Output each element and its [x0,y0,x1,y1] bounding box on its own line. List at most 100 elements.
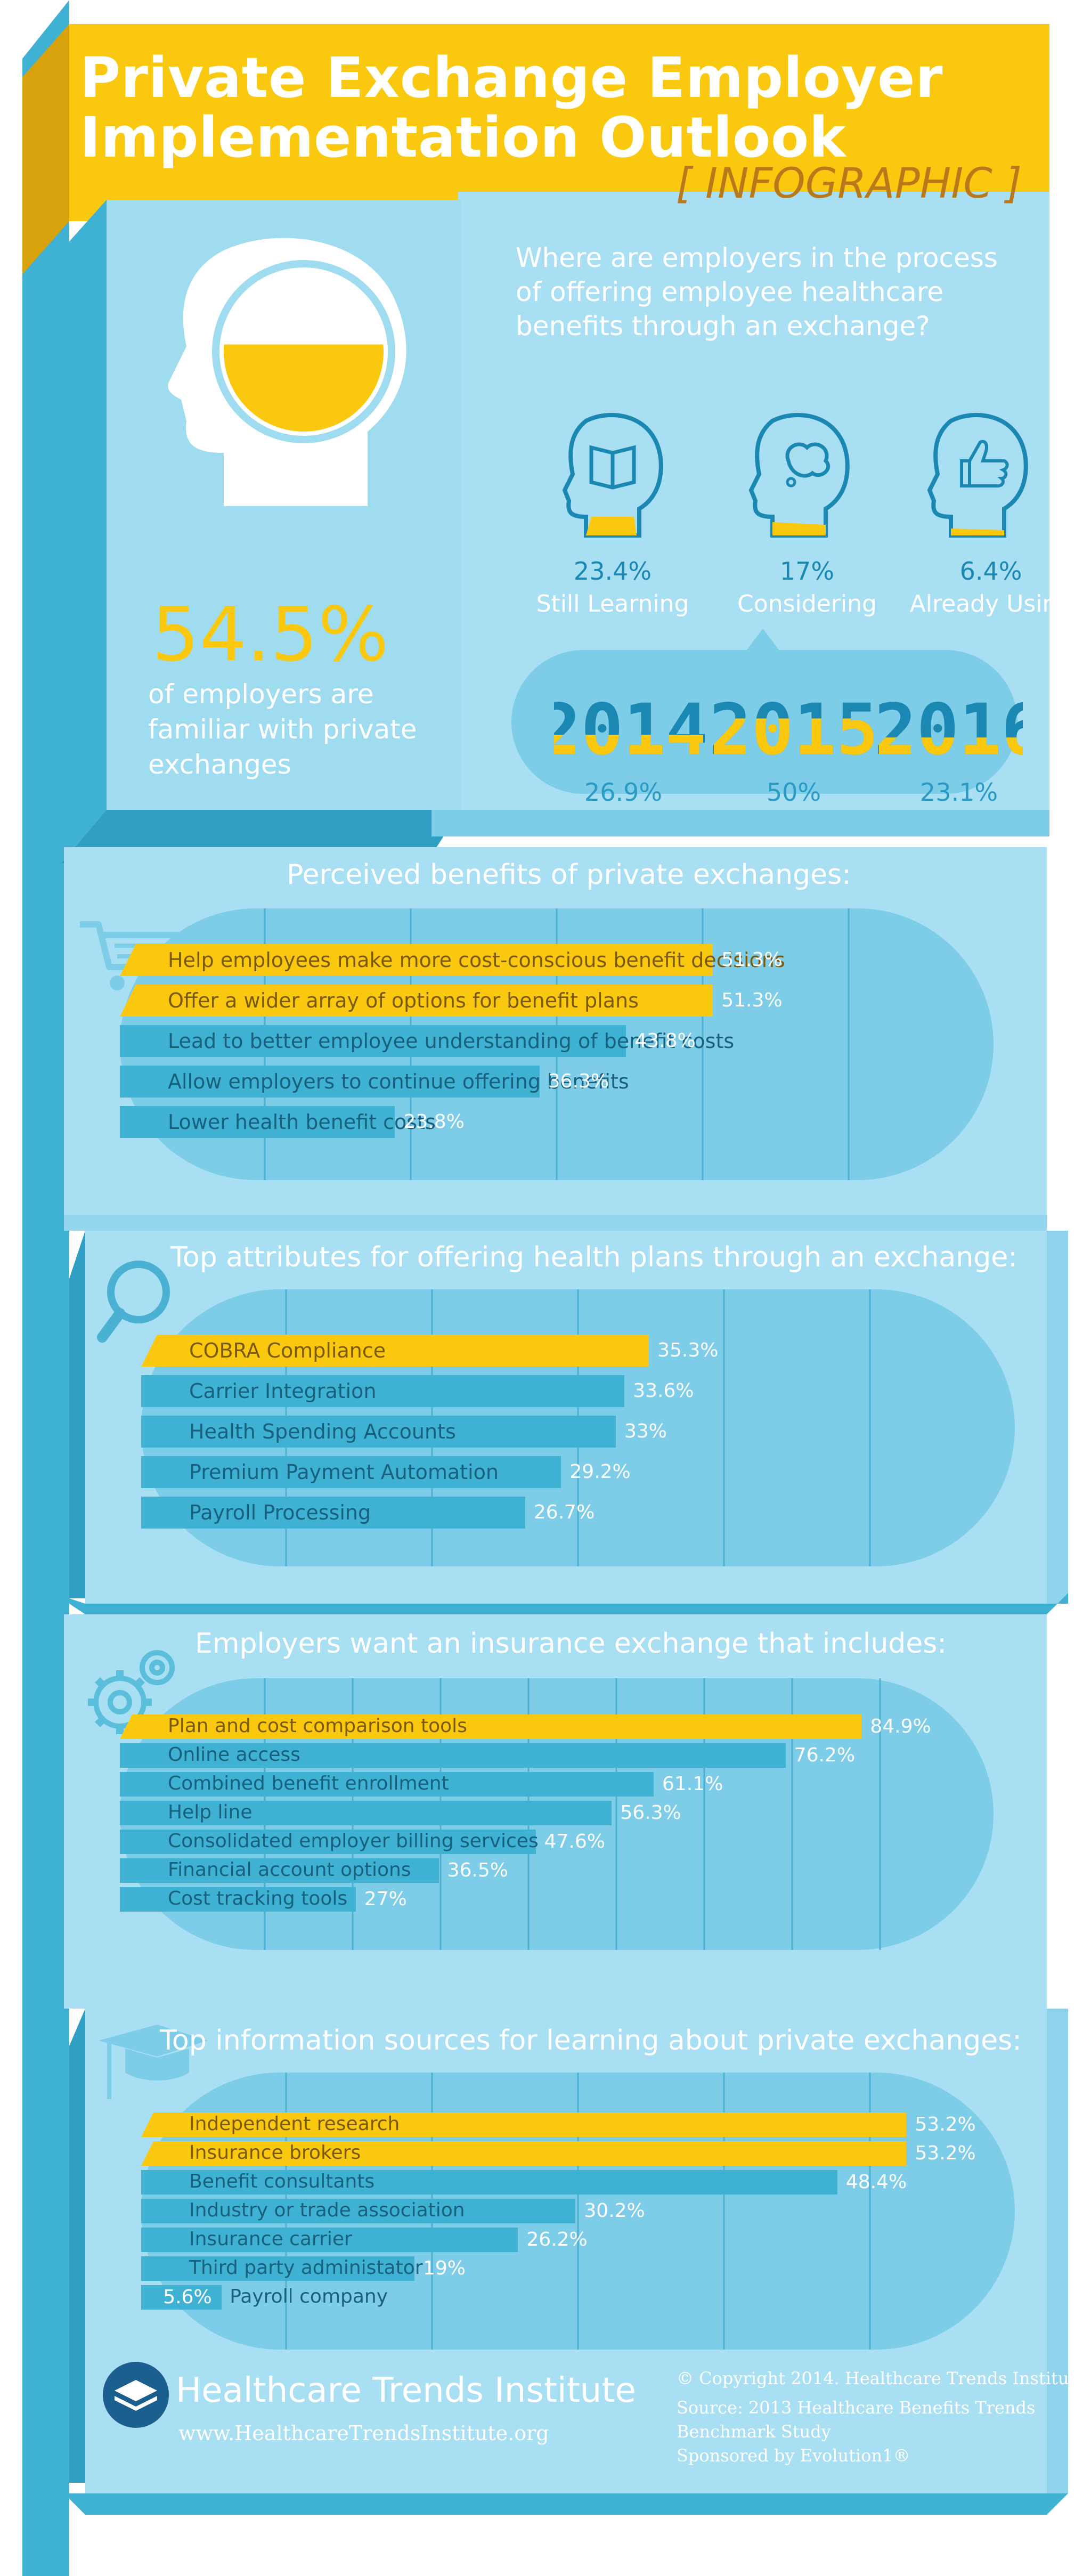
feature-bar-label: Financial account options [168,1859,411,1881]
feature-bar-value: 76.2% [794,1744,856,1766]
feature-bar-label: Online access [168,1744,300,1766]
book-head-icon [562,413,663,538]
source-line-1: Source: 2013 Healthcare Benefits Trends [677,2398,1036,2418]
title-line-1: Private Exchange Employer [80,45,943,110]
attribute-bar [141,1375,625,1407]
source-bar [141,2228,518,2252]
feature-bar-label: Plan and cost comparison tools [168,1715,467,1737]
feature-bar-label: Help line [168,1801,253,1823]
source-bar-label: Industry or trade association [189,2199,465,2221]
source-bar [141,2199,576,2223]
stage-label-considering: Considering [737,590,877,617]
attribute-bar-value: 29.2% [569,1461,631,1483]
attributes-chart-title: Top attributes for offering health plans… [170,1241,1017,1273]
benefit-bar-label: Help employees make more cost-conscious … [168,948,785,972]
svg-text:2014: 2014 [554,689,708,771]
benefit-bar [120,985,713,1017]
source-bar-label: Third party administator [189,2257,423,2279]
source-bar-value: 48.4% [845,2171,907,2193]
attribute-bar-label: Premium Payment Automation [189,1460,499,1484]
magnifier-icon [97,1261,170,1343]
year-percent-2016: 23.1% [919,778,998,807]
attribute-bar-value: 33.6% [633,1380,694,1402]
year-2015: 2015 [709,689,878,771]
feature-bar [120,1858,439,1883]
stage-percent-using: 6.4% [959,557,1022,586]
attribute-bar-label: Payroll Processing [189,1501,371,1524]
source-bar [141,2285,222,2310]
stage-percent-considering: 17% [779,557,835,586]
attribute-bar-label: COBRA Compliance [189,1339,386,1362]
source-bar [141,2141,907,2166]
process-question: Where are employers in the process of of… [516,242,998,342]
year-2016: 2016 [874,689,1023,771]
year-2014: 2014 [554,689,708,771]
source-bar-label: Insurance carrier [189,2228,352,2250]
source-bar-label: Independent research [189,2113,400,2135]
attribute-bar-label: Health Spending Accounts [189,1420,456,1443]
source-bar-label: Benefit consultants [189,2171,375,2192]
benefit-bar [120,1025,626,1057]
brand-name: Healthcare Trends Institute [176,2371,636,2410]
feature-bar-value: 36.5% [447,1859,508,1881]
feature-bar-value: 56.3% [620,1802,681,1824]
feature-bar-value: 27% [364,1888,407,1910]
feature-bar-value: 61.1% [662,1773,723,1795]
source-bar-value: 30.2% [584,2200,645,2222]
source-bar [141,2256,414,2281]
attribute-bar [141,1456,561,1488]
thought-bubble-head-icon [748,413,850,538]
source-line-2: Benchmark Study [677,2421,831,2442]
source-bar-value: 53.2% [915,2114,976,2135]
copyright: © Copyright 2014. Healthcare Trends Inst… [677,2368,1091,2388]
year-percent-2015: 50% [766,778,821,807]
benefit-bar-value: 43.8% [634,1030,696,1052]
year-percent-2014: 26.9% [584,778,663,807]
attribute-bar [141,1335,649,1367]
source-bar-value: 53.2% [915,2142,976,2164]
source-bar-value: 5.6% [163,2286,212,2308]
attribute-bar-value: 35.3% [657,1339,719,1361]
benefit-bar [120,1066,540,1098]
benefit-bar-label: Lower health benefit costs [168,1110,436,1134]
graduation-cap-icon [99,2025,208,2099]
attribute-bar-label: Carrier Integration [189,1379,377,1403]
benefit-bar-label: Lead to better employee understanding of… [168,1029,735,1053]
feature-bar [120,1830,536,1854]
benefit-bar-value: 51.3% [721,989,783,1011]
feature-bar-value: 47.6% [544,1831,605,1852]
source-bar-value: 19% [423,2257,466,2279]
sponsor: Sponsored by Evolution1® [677,2445,910,2466]
benefit-bar-value: 51.3% [721,949,783,971]
subtitle: [ INFOGRAPHIC ] [675,160,1022,208]
attribute-bar [141,1497,525,1529]
includes-chart-title: Employers want an insurance exchange tha… [195,1628,947,1660]
benefit-bar-label: Allow employers to continue offering ben… [168,1070,629,1093]
sources-chart-title: Top information sources for learning abo… [160,2025,1022,2057]
feature-bar-label: Combined benefit enrollment [168,1773,449,1794]
benefit-bar-value: 36.3% [548,1070,609,1092]
stage-label-using: Already Using [909,590,1072,617]
year-forecast-graphic: 2014 2014 2015 2015 2016 2016 [554,689,1023,771]
feature-bar-value: 84.9% [870,1716,931,1737]
stage-label-learning: Still Learning [536,590,689,617]
feature-bar [120,1772,654,1797]
benefit-bar-value: 23.8% [403,1111,465,1133]
page-title: Private Exchange Employer Implementation… [80,48,943,167]
title-line-2: Implementation Outlook [80,105,846,170]
stage-percent-learning: 23.4% [573,557,652,586]
familiar-percent: 54.5% [152,591,389,678]
source-bar [141,2112,907,2137]
feature-bar [120,1743,786,1768]
benefit-bar [120,1106,395,1138]
feature-bar [120,1887,356,1912]
brand-url[interactable]: www.HealthcareTrendsInstitute.org [178,2421,549,2445]
feature-bar-label: Consolidated employer billing services [168,1830,539,1852]
benefits-chart-title: Perceived benefits of private exchanges: [287,859,851,891]
thumbs-up-head-icon [927,413,1028,538]
source-bar [141,2170,837,2195]
svg-text:2016: 2016 [874,689,1023,771]
gears-icon [88,1650,175,1734]
head-gauge-icon [168,238,406,506]
attribute-bar-value: 26.7% [533,1501,595,1523]
